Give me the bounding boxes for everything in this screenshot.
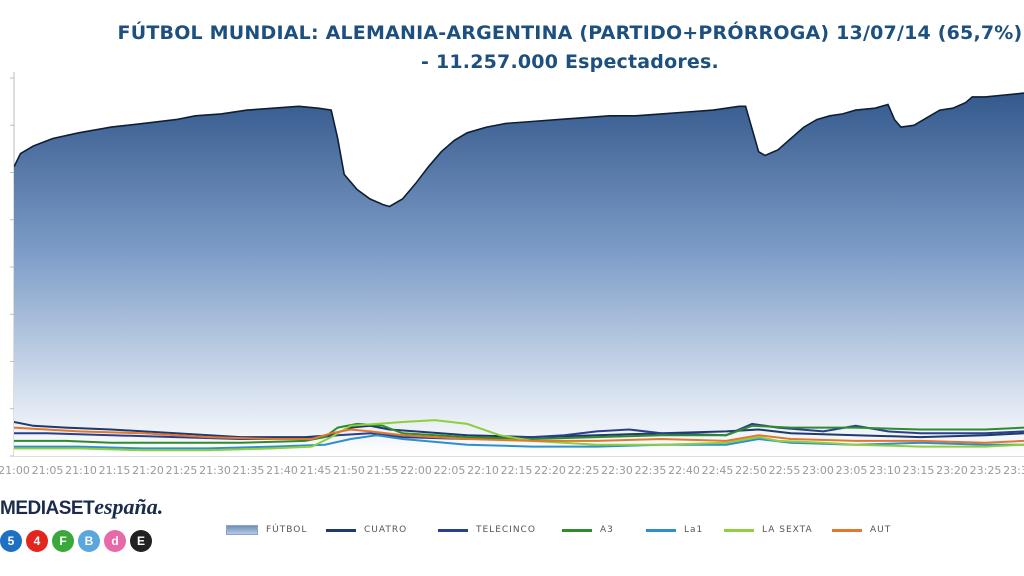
- x-tick-label: 22:10: [467, 464, 499, 477]
- x-tick-label: 23:30: [1003, 464, 1024, 477]
- x-tick-label: 21:50: [333, 464, 365, 477]
- legend-swatch: [438, 528, 468, 532]
- legend-item-la1: La1: [646, 520, 703, 540]
- x-tick-label: 22:45: [702, 464, 734, 477]
- x-tick-label: 23:10: [869, 464, 901, 477]
- x-tick-label: 21:00: [0, 464, 30, 477]
- x-tick-label: 21:45: [300, 464, 332, 477]
- divinity-channel-icon: d: [104, 530, 126, 552]
- telecinco-channel-icon: 4: [26, 530, 48, 552]
- x-tick-label: 23:00: [802, 464, 834, 477]
- legend-item-aut: AUT: [832, 520, 891, 540]
- x-tick-label: 21:40: [266, 464, 298, 477]
- chart-title-line-1: FÚTBOL MUNDIAL: ALEMANIA-ARGENTINA (PART…: [117, 22, 1023, 44]
- legend-swatch: [226, 525, 258, 535]
- x-tick-label: 21:20: [132, 464, 164, 477]
- mediaset-espana-logo: MEDIASETespaña.: [0, 494, 163, 520]
- legend-swatch: [832, 528, 862, 532]
- chart-title-line-2: - 11.257.000 Espectadores.: [421, 51, 719, 73]
- x-tick-label: 23:05: [836, 464, 868, 477]
- series-line-a3: [14, 422, 1024, 444]
- x-tick-label: 21:10: [65, 464, 97, 477]
- legend-label: LA SEXTA: [762, 525, 813, 535]
- legend-swatch: [562, 528, 592, 532]
- x-tick-label: 21:15: [99, 464, 131, 477]
- series-line-aut: [14, 426, 1024, 444]
- logo-dot: .: [157, 494, 164, 519]
- legend-swatch: [646, 528, 676, 532]
- x-tick-label: 22:30: [601, 464, 633, 477]
- x-tick-label: 22:05: [434, 464, 466, 477]
- legend-item-telecinco: TELECINCO: [438, 520, 536, 540]
- x-tick-label: 22:35: [635, 464, 667, 477]
- legend-item-a3: A3: [562, 520, 614, 540]
- legend-label: CUATRO: [364, 525, 408, 535]
- boing-channel-icon: B: [78, 530, 100, 552]
- legend-swatch: [724, 528, 754, 532]
- cuatro-channel-icon: 5: [0, 530, 22, 552]
- x-tick-label: 21:35: [233, 464, 265, 477]
- x-tick-label: 21:30: [199, 464, 231, 477]
- legend-label: A3: [600, 525, 614, 535]
- audience-chart: 21:00 21:05 21:10 21:15 21:20 21:25 21:30 21:35…: [0, 72, 1024, 477]
- logo-part-2: españa: [94, 494, 158, 519]
- legend-item-la-sexta: LA SEXTA: [724, 520, 813, 540]
- series-line-cuatro: [14, 421, 1024, 439]
- logo-part-1: MEDIASET: [0, 498, 95, 519]
- x-tick-label: 22:15: [501, 464, 533, 477]
- x-tick-label: 22:00: [400, 464, 432, 477]
- legend-label: La1: [684, 525, 704, 535]
- x-tick-label: 23:20: [936, 464, 968, 477]
- legend-item-cuatro: CUATRO: [326, 520, 407, 540]
- legend-item-fútbol: FÚTBOL: [226, 520, 307, 540]
- series-outline-futbol: [14, 92, 1024, 208]
- x-tick-label: 22:25: [568, 464, 600, 477]
- series-area-futbol: [14, 93, 1024, 456]
- chart-legend: FÚTBOL CUATRO TELECINCO A3 La1 LA SEXTA AUT: [0, 520, 1024, 540]
- legend-swatch: [326, 528, 356, 532]
- series-line-la-sexta: [14, 419, 1024, 452]
- energy-channel-icon: E: [130, 530, 152, 552]
- x-tick-label: 22:50: [735, 464, 767, 477]
- x-tick-label: 22:55: [769, 464, 801, 477]
- legend-label: TELECINCO: [476, 525, 536, 535]
- legend-label: FÚTBOL: [266, 525, 308, 535]
- x-tick-label: 21:05: [32, 464, 64, 477]
- x-tick-label: 21:25: [166, 464, 198, 477]
- x-tick-label: 22:40: [668, 464, 700, 477]
- legend-label: AUT: [870, 525, 892, 535]
- factoria-channel-icon: F: [52, 530, 74, 552]
- x-tick-label: 21:55: [367, 464, 399, 477]
- x-tick-label: 22:20: [534, 464, 566, 477]
- x-tick-label: 23:25: [970, 464, 1002, 477]
- x-tick-label: 23:15: [903, 464, 935, 477]
